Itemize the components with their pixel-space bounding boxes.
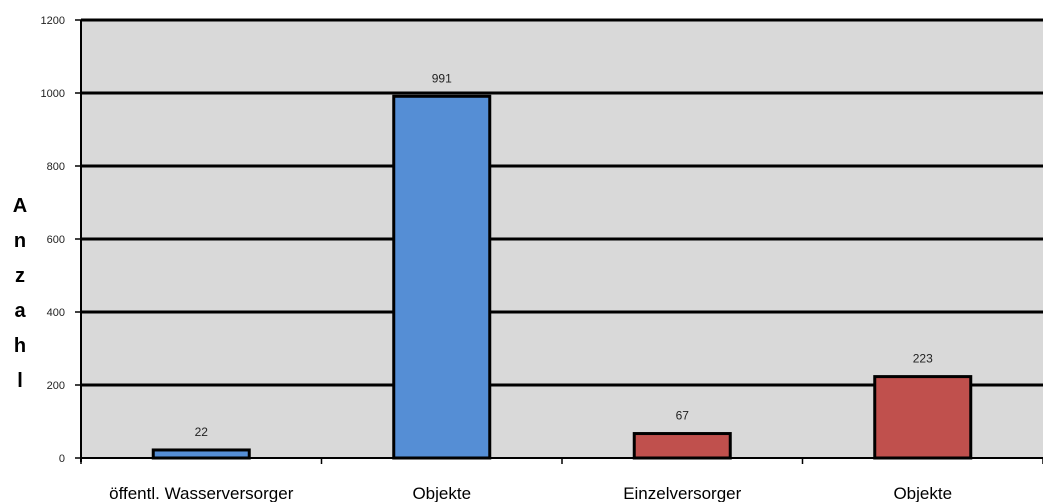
y-axis-title-letter: A [13,195,27,217]
y-tick-label: 0 [59,453,65,465]
y-tick-label: 800 [47,161,65,173]
bar [151,448,251,460]
y-tick-label: 400 [47,307,65,319]
bar-value-label: 67 [676,409,690,423]
y-axis-title-letter: h [14,335,26,357]
bar [632,432,732,460]
y-tick-label: 600 [47,234,65,246]
bar-value-label: 223 [913,352,933,366]
y-tick-label: 1000 [41,88,65,100]
y-tick-label: 200 [47,380,65,392]
bar-value-label: 22 [195,425,209,439]
y-axis-title-letter: n [14,230,26,252]
bar [392,94,492,460]
x-category-label: öffentl. Wasserversorger [109,484,294,502]
y-axis-ticks: 0 200 400 600 800 1000 1200 [41,15,81,465]
y-axis-title-letter: z [15,265,25,287]
bar-value-label: 991 [432,71,452,85]
x-category-label: Einzelversorger [623,484,741,502]
data-labels: 22 991 67 223 [195,71,934,439]
bar [873,375,973,460]
y-axis-title-letter: l [17,370,23,392]
gridlines [81,18,1043,387]
y-axis-title-letter: a [14,300,26,322]
x-axis-categories: öffentl. Wasserversorger Objekte Einzelver… [80,458,1043,502]
x-category-label: Objekte [893,484,952,502]
y-tick-label: 1200 [41,15,65,27]
x-category-label: Objekte [412,484,471,502]
